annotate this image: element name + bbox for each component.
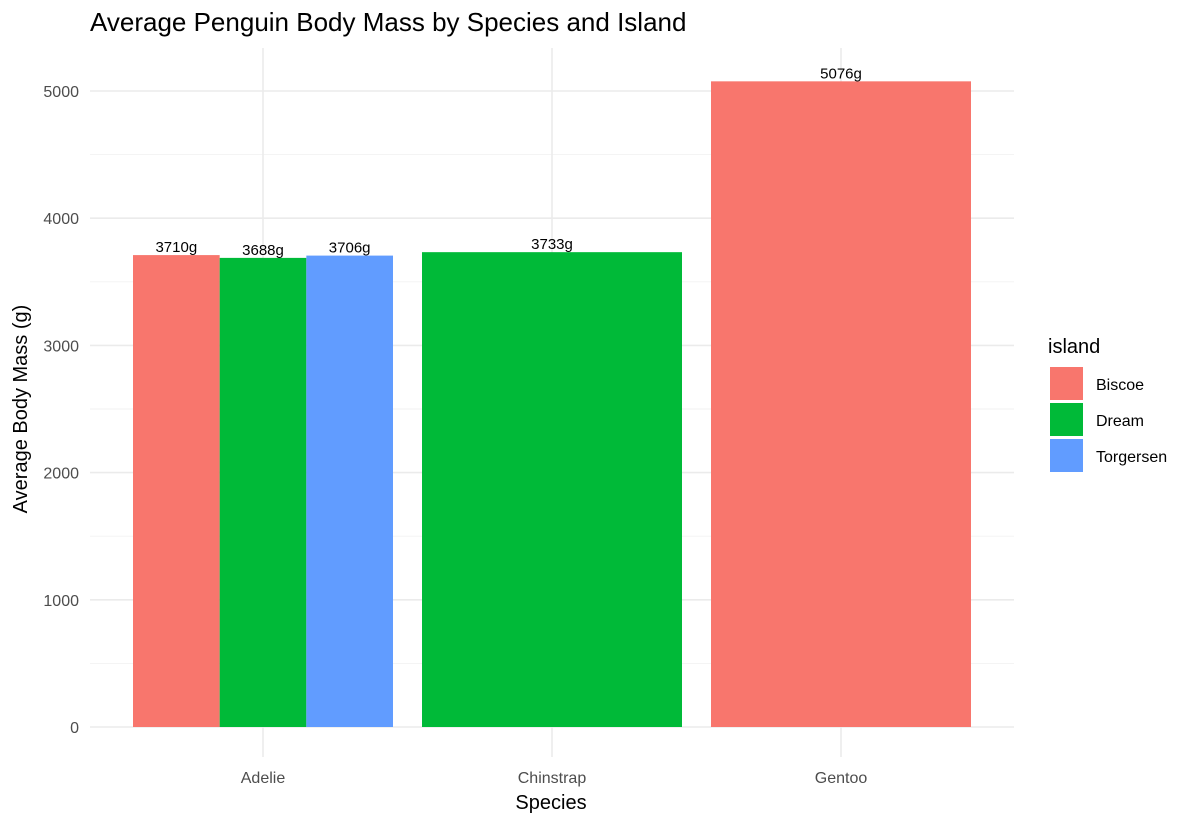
legend-label-dream: Dream: [1096, 413, 1144, 430]
bar-adelie-dream: [219, 257, 307, 727]
legend-key-dream: [1050, 403, 1083, 436]
legend-items: Biscoe Dream Torgersen: [1050, 367, 1167, 472]
bar-adelie-biscoe: [133, 255, 220, 727]
x-tick-label: Gentoo: [815, 770, 868, 787]
x-tick-label: Adelie: [241, 770, 286, 787]
bars: [133, 81, 971, 727]
bar-value-label: 3733g: [531, 236, 573, 253]
bar-labels: 3710g 3688g 3706g 3733g 5076g: [155, 65, 861, 259]
bar-adelie-torgersen: [306, 255, 393, 727]
legend-label-torgersen: Torgersen: [1096, 449, 1167, 466]
legend-title: island: [1048, 336, 1100, 358]
y-tick-label: 4000: [43, 211, 79, 228]
bar-value-label: 5076g: [820, 65, 862, 82]
legend-label-biscoe: Biscoe: [1096, 377, 1144, 394]
legend-key-biscoe: [1050, 367, 1083, 400]
y-tick-label: 5000: [43, 84, 79, 101]
axis-ticks: 0 1000 2000 3000 4000 5000 Adelie Chinstrap Gent…: [43, 84, 867, 787]
bar-gentoo-biscoe: [711, 81, 971, 727]
x-axis-title: Species: [515, 792, 586, 814]
y-axis-title: Average Body Mass (g): [10, 305, 32, 514]
bar-value-label: 3706g: [329, 240, 371, 257]
legend: island Biscoe Dream Torgersen: [1048, 336, 1167, 472]
y-tick-label: 2000: [43, 466, 79, 483]
bar-value-label: 3710g: [155, 239, 197, 256]
legend-key-torgersen: [1050, 439, 1083, 472]
y-tick-label: 1000: [43, 593, 79, 610]
y-tick-label: 3000: [43, 338, 79, 355]
bar-value-label: 3688g: [242, 242, 284, 259]
bar-chinstrap-dream: [422, 252, 682, 727]
x-tick-label: Chinstrap: [518, 770, 587, 787]
chart-title: Average Penguin Body Mass by Species and…: [90, 7, 686, 37]
y-tick-label: 0: [70, 720, 79, 737]
